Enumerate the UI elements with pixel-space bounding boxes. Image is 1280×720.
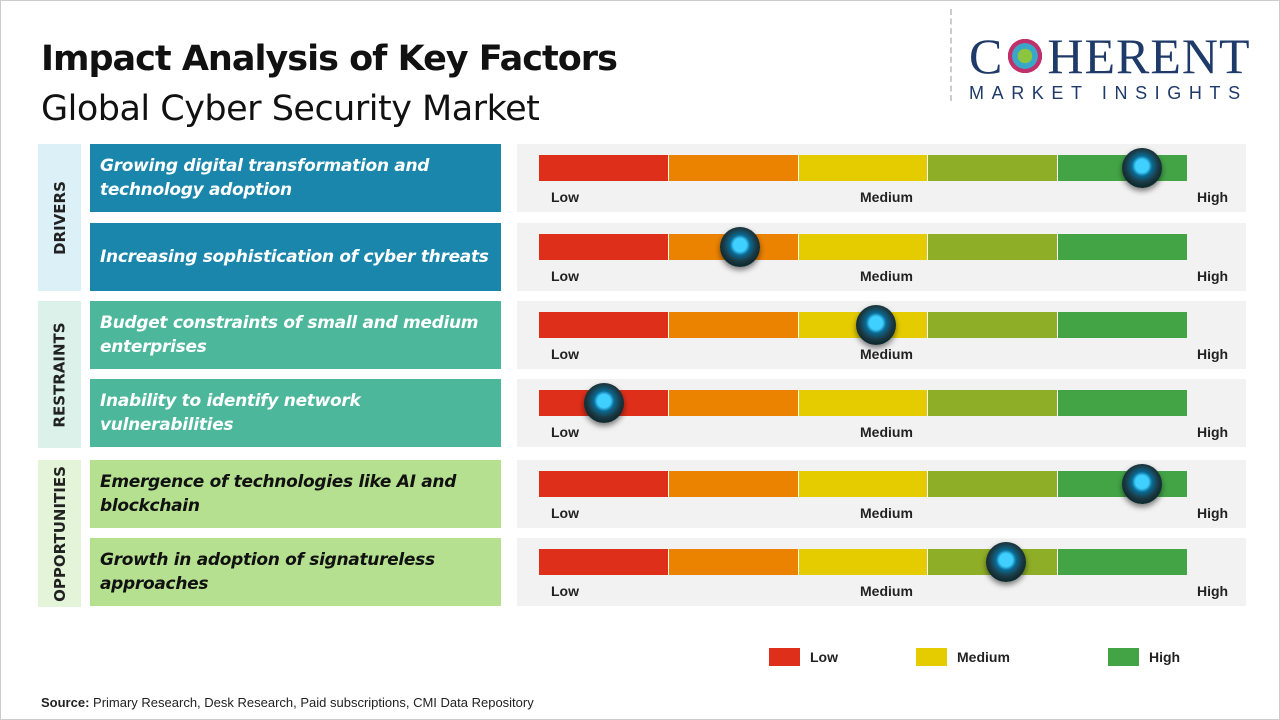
impact-meter: Low Medium High [517, 223, 1246, 291]
meter-segment [798, 234, 929, 260]
high-label: High [1197, 583, 1229, 599]
meter-segment [928, 390, 1059, 416]
high-label: High [1197, 346, 1229, 362]
meter-bar [539, 390, 1187, 416]
meter-segment [928, 155, 1059, 181]
meter-bar [539, 234, 1187, 260]
impact-meter: Low Medium High [517, 144, 1246, 212]
low-label: Low [551, 189, 579, 205]
logo: C HERENT MARKET INSIGHTS [969, 28, 1251, 103]
category-opportunities: OPPORTUNITIES [38, 460, 81, 607]
meter-segment [668, 155, 799, 181]
meter-segment [1058, 549, 1187, 575]
page-title: Impact Analysis of Key Factors [41, 39, 618, 79]
meter-bar [539, 312, 1187, 338]
impact-indicator-knob [1121, 464, 1162, 504]
globe-icon [1005, 36, 1046, 76]
meter-segment [539, 471, 669, 497]
factor-label: Budget constraints of small and medium e… [90, 301, 501, 369]
meter-segment [798, 155, 929, 181]
meter-segment [928, 312, 1059, 338]
meter-segment [798, 549, 929, 575]
divider [950, 9, 952, 101]
impact-meter: Low Medium High [517, 301, 1246, 369]
meter-segment [798, 390, 929, 416]
legend-swatch [1108, 648, 1139, 666]
meter-segment [668, 312, 799, 338]
meter-segment [1058, 234, 1187, 260]
factor-label: Increasing sophistication of cyber threa… [90, 223, 501, 291]
meter-segment [798, 471, 929, 497]
medium-label: Medium [860, 583, 913, 599]
meter-bar [539, 549, 1187, 575]
medium-label: Medium [860, 189, 913, 205]
high-label: High [1197, 189, 1229, 205]
impact-indicator-knob [583, 383, 624, 423]
impact-indicator-knob [1121, 148, 1162, 188]
meter-segment [668, 390, 799, 416]
low-label: Low [551, 505, 579, 521]
impact-meter: Low Medium High [517, 379, 1246, 447]
impact-meter: Low Medium High [517, 538, 1246, 606]
meter-bar [539, 155, 1187, 181]
meter-segment [668, 471, 799, 497]
factor-label: Inability to identify network vulnerabil… [90, 379, 501, 447]
medium-label: Medium [860, 346, 913, 362]
low-label: Low [551, 424, 579, 440]
legend-swatch [916, 648, 947, 666]
category-drivers: DRIVERS [38, 144, 81, 291]
medium-label: Medium [860, 268, 913, 284]
meter-segment [668, 549, 799, 575]
meter-segment [1058, 312, 1187, 338]
meter-segment [928, 234, 1059, 260]
meter-segment [1058, 390, 1187, 416]
meter-segment [539, 549, 669, 575]
factor-label: Emergence of technologies like AI and bl… [90, 460, 501, 528]
factor-label: Growth in adoption of signatureless appr… [90, 538, 501, 606]
high-label: High [1197, 505, 1229, 521]
medium-label: Medium [860, 424, 913, 440]
high-label: High [1197, 268, 1229, 284]
legend-low: Low [769, 648, 838, 666]
meter-segment [539, 155, 669, 181]
meter-bar [539, 471, 1187, 497]
high-label: High [1197, 424, 1229, 440]
medium-label: Medium [860, 505, 913, 521]
source-note: Source: Primary Research, Desk Research,… [41, 695, 534, 710]
legend-high: High [1108, 648, 1180, 666]
legend-swatch [769, 648, 800, 666]
low-label: Low [551, 346, 579, 362]
low-label: Low [551, 268, 579, 284]
page-subtitle: Global Cyber Security Market [41, 89, 540, 129]
legend-medium: Medium [916, 648, 1010, 666]
meter-segment [928, 471, 1059, 497]
category-restraints: RESTRAINTS [38, 301, 81, 448]
impact-indicator-knob [985, 542, 1026, 582]
impact-meter: Low Medium High [517, 460, 1246, 528]
factor-label: Growing digital transformation and techn… [90, 144, 501, 212]
low-label: Low [551, 583, 579, 599]
meter-segment [539, 312, 669, 338]
impact-indicator-knob [855, 305, 896, 345]
meter-segment [539, 234, 669, 260]
impact-indicator-knob [719, 227, 760, 267]
